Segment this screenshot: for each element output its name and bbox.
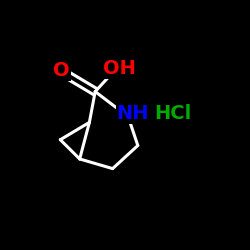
- Text: HCl: HCl: [154, 104, 191, 123]
- Text: NH: NH: [117, 104, 149, 123]
- Text: OH: OH: [103, 59, 136, 78]
- Text: O: O: [53, 61, 70, 80]
